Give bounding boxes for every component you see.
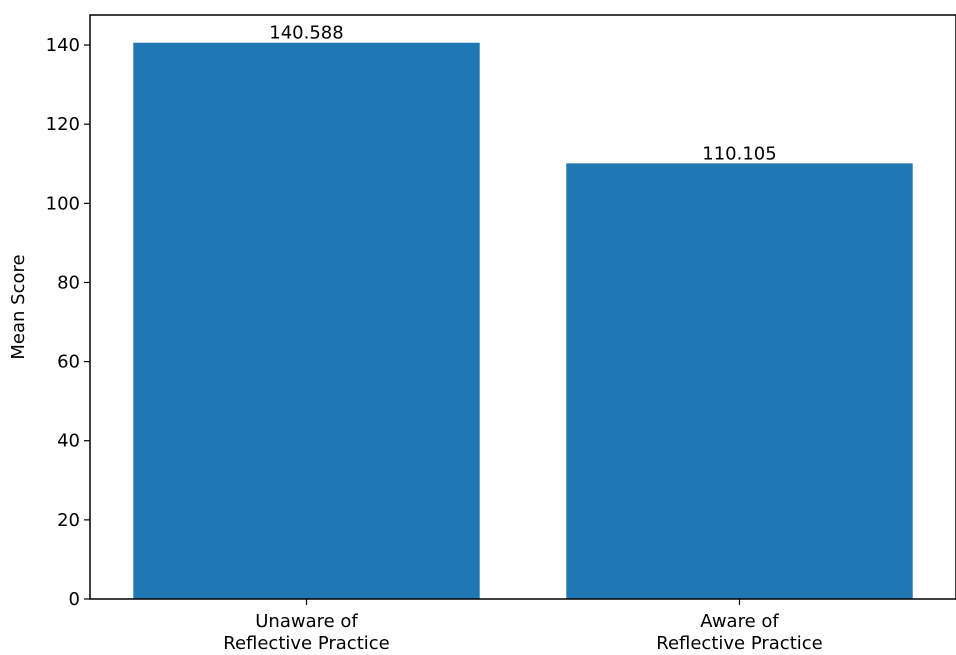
data-labels: 140.588 110.105 (269, 23, 776, 165)
x-axis: Unaware of Reflective Practice Aware of Ref… (223, 599, 823, 654)
x-tick-label-1: Aware of Reflective Practice (656, 611, 822, 654)
y-tick-label-4: 80 (57, 272, 80, 293)
y-tick-label-7: 140 (46, 35, 80, 56)
y-axis: 0 20 40 60 80 100 120 140 (46, 35, 90, 610)
y-tick-label-1: 20 (57, 510, 80, 531)
y-axis-title: Mean Score (8, 254, 29, 359)
bars-group (133, 42, 913, 600)
bar-0 (133, 42, 480, 599)
bar-1 (566, 163, 913, 600)
data-label-0: 140.588 (269, 23, 343, 44)
y-tick-label-5: 100 (46, 193, 80, 214)
data-label-1: 110.105 (702, 143, 776, 164)
y-tick-label-0: 0 (69, 589, 80, 610)
y-tick-label-6: 120 (46, 114, 80, 135)
x-tick-label-0: Unaware of Reflective Practice (223, 611, 389, 654)
y-tick-label-2: 40 (57, 431, 80, 452)
plot-frame (89, 14, 956, 600)
y-tick-label-3: 60 (57, 352, 80, 373)
